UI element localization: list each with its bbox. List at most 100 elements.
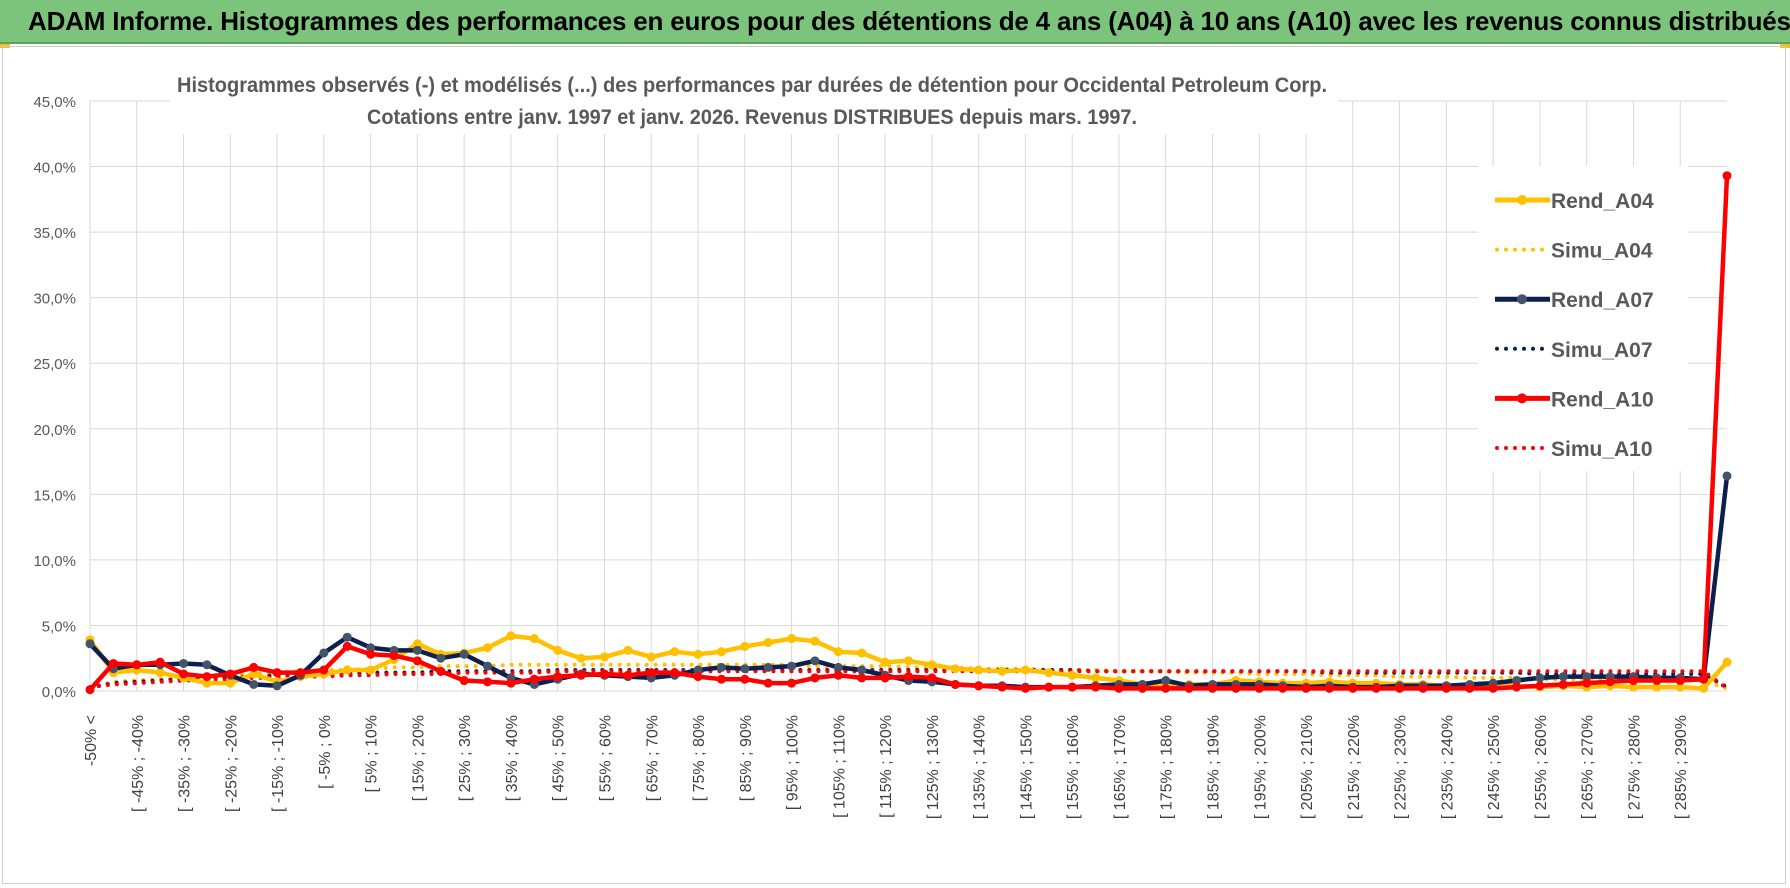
data-point-Rend_A04 xyxy=(787,634,797,644)
data-point-Rend_A10 xyxy=(1699,674,1709,684)
legend-label-Rend_A04: Rend_A04 xyxy=(1551,190,1654,213)
legend-marker-Rend_A10 xyxy=(1517,393,1527,404)
chart-title-line1: Histogrammes observés (-) et modélisés (… xyxy=(177,74,1327,97)
data-point-Rend_A10 xyxy=(319,665,329,675)
data-point-Rend_A07 xyxy=(366,643,376,653)
data-point-Rend_A04 xyxy=(880,657,890,667)
data-point-Rend_A07 xyxy=(179,658,189,668)
data-point-Rend_A07 xyxy=(85,639,95,649)
data-point-Rend_A10 xyxy=(1137,683,1147,693)
data-point-Rend_A04 xyxy=(202,678,212,688)
data-point-Rend_A10 xyxy=(1675,676,1685,686)
data-point-Rend_A10 xyxy=(1091,682,1101,692)
x-tick-label: [ 25% ; 30% xyxy=(457,715,474,801)
data-point-Rend_A07 xyxy=(342,632,352,642)
data-point-Rend_A10 xyxy=(132,660,142,670)
data-point-Rend_A10 xyxy=(1652,676,1662,686)
data-point-Rend_A10 xyxy=(576,670,586,680)
data-point-Rend_A07 xyxy=(272,681,282,691)
data-point-Rend_A10 xyxy=(623,670,633,680)
data-point-Rend_A04 xyxy=(225,678,235,688)
data-point-Rend_A04 xyxy=(1044,668,1054,678)
data-point-Rend_A07 xyxy=(716,662,726,672)
x-tick-label: [ 135% ; 140% xyxy=(972,715,989,819)
data-point-Rend_A04 xyxy=(1628,682,1638,692)
x-tick-label: [ 15% ; 20% xyxy=(410,715,427,801)
x-tick-label: [ 235% ; 240% xyxy=(1439,715,1456,819)
data-point-Rend_A10 xyxy=(342,641,352,651)
data-point-Rend_A10 xyxy=(950,679,960,689)
data-point-Rend_A10 xyxy=(787,678,797,688)
y-tick-label: 30,0% xyxy=(33,291,76,308)
data-point-Rend_A10 xyxy=(1582,678,1592,688)
data-point-Rend_A10 xyxy=(506,678,516,688)
data-point-Rend_A10 xyxy=(646,668,656,678)
data-point-Rend_A10 xyxy=(225,669,235,679)
x-tick-label: [ 215% ; 220% xyxy=(1346,715,1363,819)
data-point-Rend_A10 xyxy=(249,662,259,672)
data-point-Rend_A10 xyxy=(599,669,609,679)
data-point-Rend_A04 xyxy=(412,639,422,649)
data-point-Rend_A10 xyxy=(997,682,1007,692)
data-point-Rend_A10 xyxy=(1512,682,1522,692)
x-tick-label: [ 195% ; 200% xyxy=(1252,715,1269,819)
data-point-Rend_A10 xyxy=(529,674,539,684)
x-tick-label: -50% < xyxy=(83,715,100,766)
data-point-Rend_A10 xyxy=(904,672,913,682)
data-point-Rend_A10 xyxy=(740,674,750,684)
y-tick-label: 10,0% xyxy=(33,553,76,570)
data-point-Rend_A04 xyxy=(833,647,843,657)
data-point-Rend_A10 xyxy=(1020,683,1030,693)
data-point-Rend_A10 xyxy=(179,669,189,679)
legend-marker-Rend_A07 xyxy=(1517,294,1527,305)
x-tick-label: [ 125% ; 130% xyxy=(925,715,942,819)
title-banner: ADAM Informe. Histogrammes des performan… xyxy=(0,0,1790,44)
data-point-Rend_A07 xyxy=(459,649,469,659)
x-tick-label: [ 5% ; 10% xyxy=(364,715,381,792)
data-point-Rend_A07 xyxy=(833,662,843,672)
data-point-Rend_A10 xyxy=(1231,683,1241,693)
legend-label-Rend_A10: Rend_A10 xyxy=(1551,388,1654,411)
data-point-Rend_A04 xyxy=(997,666,1007,676)
data-point-Rend_A10 xyxy=(1278,683,1288,693)
data-point-Rend_A10 xyxy=(974,681,984,691)
data-point-Rend_A10 xyxy=(927,673,937,683)
data-point-Rend_A10 xyxy=(1044,682,1054,692)
data-point-Rend_A04 xyxy=(716,647,726,657)
x-tick-label: [ 225% ; 230% xyxy=(1393,715,1410,819)
x-tick-label: [ 65% ; 70% xyxy=(644,715,661,801)
x-tick-label: [ -45% ; -40% xyxy=(130,715,147,812)
data-point-Rend_A07 xyxy=(693,665,703,675)
data-point-Rend_A04 xyxy=(529,634,539,644)
y-tick-label: 15,0% xyxy=(33,487,76,504)
x-tick-label: [ 105% ; 110% xyxy=(831,715,848,818)
data-point-Rend_A07 xyxy=(763,662,773,672)
data-point-Rend_A10 xyxy=(1465,683,1475,693)
data-point-Rend_A04 xyxy=(1699,683,1709,693)
x-tick-label: [ 265% ; 270% xyxy=(1580,715,1597,819)
data-point-Rend_A10 xyxy=(763,678,773,688)
data-point-Rend_A04 xyxy=(670,647,680,657)
data-point-Rend_A07 xyxy=(319,648,329,658)
data-point-Rend_A07 xyxy=(1161,676,1171,686)
data-point-Rend_A10 xyxy=(833,670,843,680)
data-point-Rend_A10 xyxy=(1441,683,1451,693)
data-point-Rend_A10 xyxy=(1067,682,1077,692)
data-point-Rend_A04 xyxy=(553,645,563,655)
data-point-Rend_A10 xyxy=(1161,683,1171,693)
data-point-Rend_A04 xyxy=(342,665,352,675)
data-point-Rend_A10 xyxy=(1395,683,1405,693)
x-tick-label: [ 285% ; 290% xyxy=(1673,715,1690,819)
legend-marker-Rend_A04 xyxy=(1517,195,1527,205)
x-tick-label: [ 95% ; 100% xyxy=(785,715,802,810)
x-tick-label: [ 275% ; 280% xyxy=(1626,715,1643,819)
data-point-Rend_A07 xyxy=(810,656,820,666)
data-point-Rend_A10 xyxy=(1301,683,1311,693)
data-point-Rend_A04 xyxy=(623,645,633,655)
chart-title-box xyxy=(170,64,1338,134)
data-point-Rend_A10 xyxy=(1184,683,1194,693)
series-line-Simu_A04 xyxy=(88,662,1729,691)
x-tick-label: [ 165% ; 170% xyxy=(1112,715,1129,819)
data-point-Rend_A04 xyxy=(693,649,703,659)
data-point-Rend_A04 xyxy=(1675,682,1685,692)
